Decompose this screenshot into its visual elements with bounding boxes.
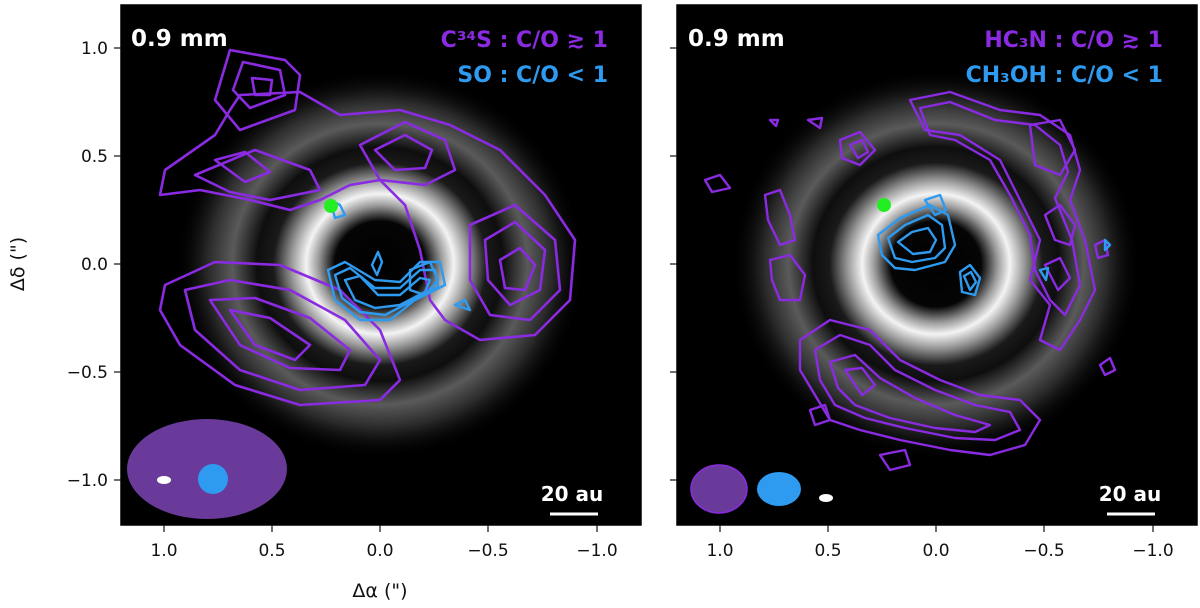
beam-hc3n [690,464,748,514]
x-axis-title: Δα (") [352,580,407,602]
molecule-label-blue: CH₃OH : C/O < 1 [966,63,1163,88]
wavelength-label: 0.9 mm [131,26,228,52]
y-tick-label: 0.5 [81,147,108,167]
companion-marker [877,198,891,212]
x-tick-label: 1.0 [150,541,177,561]
axes: 1.0 0.5 0.0 −0.5 −1.0 1.0 0.5 0.0 −0.5 −… [7,39,1174,602]
companion-marker [324,199,338,213]
molecule-label-purple: C³⁴S : C/O ≳ 1 [441,28,608,53]
y-tick-label: −1.0 [67,471,108,491]
panel-left: 0.9 mm C³⁴S : C/O ≳ 1 SO : C/O < 1 20 au [120,4,642,526]
hc3n-contours [703,90,1117,472]
molecule-label-purple: HC₃N : C/O ≳ 1 [984,28,1163,53]
beam-continuum [157,476,171,484]
x-tick-label: −1.0 [576,541,617,561]
y-tick-label: 0.0 [81,255,108,275]
beam-ch3oh [757,472,801,506]
ch3oh-contours [876,193,1112,297]
x-tick-label: 0.0 [922,541,949,561]
y-tick-label: −0.5 [67,363,108,383]
y-tick-label: 1.0 [81,39,108,59]
beam-continuum [819,494,833,502]
x-tick-label: −0.5 [1023,541,1064,561]
so-contours [326,198,472,322]
panel-right: 0.9 mm HC₃N : C/O ≳ 1 CH₃OH : C/O < 1 20… [676,4,1198,526]
molecule-label-blue: SO : C/O < 1 [457,63,608,88]
beam-so [198,464,228,494]
x-tick-label: −1.0 [1132,541,1173,561]
c34s-contours [158,48,577,407]
y-axis-title: Δδ (") [7,237,29,291]
x-tick-label: 0.5 [814,541,841,561]
scale-bar-label: 20 au [541,482,604,506]
x-tick-label: 0.0 [366,541,393,561]
wavelength-label: 0.9 mm [688,26,785,52]
x-tick-label: 0.5 [258,541,285,561]
x-tick-label: 1.0 [706,541,733,561]
scale-bar-label: 20 au [1099,482,1162,506]
x-tick-label: −0.5 [467,541,508,561]
